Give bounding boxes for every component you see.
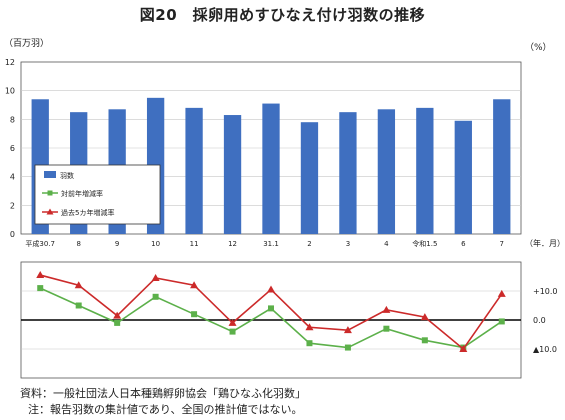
bar-y-tick-label: 10 <box>5 87 15 96</box>
five-year-point <box>190 281 199 289</box>
x-tick-label: 11 <box>190 240 199 248</box>
yoy-point <box>191 311 198 318</box>
bar <box>454 120 472 234</box>
bar-y-tick-label: 2 <box>10 201 15 210</box>
x-tick-label: 10 <box>151 240 160 248</box>
five-year-point <box>305 323 314 331</box>
bar <box>300 122 319 234</box>
five-year-point <box>420 313 429 321</box>
line-y-tick-label: 0.0 <box>533 316 546 325</box>
right-axis-unit: （%） <box>525 43 552 53</box>
legend-label: 羽数 <box>60 171 74 180</box>
bar-y-tick-label: 12 <box>5 58 15 67</box>
bar <box>493 99 511 235</box>
five-year-point <box>113 311 122 319</box>
x-tick-label: 2 <box>307 240 311 248</box>
x-tick-label: 9 <box>115 240 119 248</box>
yoy-point <box>75 302 82 309</box>
five-year-point <box>74 281 83 289</box>
yoy-point <box>229 328 236 335</box>
yoy-point <box>421 337 428 344</box>
yoy-point <box>37 285 44 292</box>
chart-title: 図20 採卵用めすひなえ付け羽数の推移 <box>139 6 426 24</box>
left-axis-unit: （百万羽） <box>4 39 50 49</box>
five-year-point <box>382 305 391 313</box>
bar-y-tick-label: 8 <box>10 115 15 124</box>
x-axis-unit: （年．月） <box>525 238 565 248</box>
yoy-point <box>383 325 390 332</box>
footnote: 注：報告羽数の集計値であり、全国の推計値ではない。 <box>28 403 303 416</box>
five-year-point <box>36 271 45 279</box>
five-year-point <box>459 345 468 352</box>
five-year-point <box>267 285 275 293</box>
x-tick-label: 8 <box>76 240 80 248</box>
bar <box>262 103 280 234</box>
x-tick-label: 3 <box>346 240 350 248</box>
bar-y-tick-label: 4 <box>10 173 15 182</box>
legend-swatch-marker <box>47 190 53 196</box>
line-y-tick-label: ▲10.0 <box>533 345 557 354</box>
yoy-point <box>498 318 505 325</box>
yoy-point <box>152 293 159 300</box>
legend-label: 対前年増減率 <box>61 189 103 198</box>
bar-y-tick-label: 0 <box>10 230 15 239</box>
x-tick-label: 31.1 <box>263 240 279 248</box>
x-tick-label: 令和1.5 <box>412 239 437 248</box>
bar <box>339 112 357 234</box>
bar <box>185 107 203 234</box>
yoy-point <box>114 319 121 326</box>
legend-swatch-bar <box>44 171 56 178</box>
five-year-point <box>497 289 506 297</box>
bar <box>416 107 434 234</box>
yoy-point <box>344 344 351 351</box>
yoy-point <box>268 305 274 312</box>
five-year-point <box>151 273 160 281</box>
yoy-line <box>39 287 503 349</box>
x-tick-label: 6 <box>461 240 466 248</box>
x-tick-label: 平成30.7 <box>25 239 55 248</box>
five-year-point <box>343 326 352 334</box>
yoy-point <box>306 340 313 347</box>
x-tick-label: 4 <box>384 240 389 248</box>
bar <box>223 115 242 234</box>
legend-label: 過去5カ年増減率 <box>61 208 114 217</box>
line-y-tick-label: +10.0 <box>533 287 558 296</box>
legend-swatch-marker <box>46 208 54 215</box>
bar <box>377 109 396 234</box>
source-note: 資料：一般社団法人日本種鶏孵卵協会「鶏ひなふ化羽数」 <box>20 387 306 400</box>
x-tick-label: 12 <box>228 240 237 248</box>
bar-y-tick-label: 6 <box>10 144 15 153</box>
x-tick-label: 7 <box>500 240 504 248</box>
five-year-point <box>228 318 237 326</box>
